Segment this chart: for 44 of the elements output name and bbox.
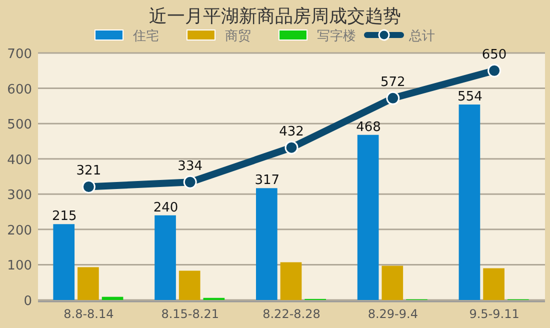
point	[183, 175, 197, 189]
bar	[483, 268, 504, 300]
y-tick-label: 300	[7, 188, 32, 204]
data-label: 317	[254, 173, 280, 188]
legend-label: 总计	[408, 29, 435, 44]
legend-label: 住宅	[132, 28, 159, 44]
data-label: 554	[458, 90, 482, 105]
data-label: 334	[178, 159, 203, 174]
x-tick-label: 8.29-9.4	[368, 307, 418, 321]
y-tick-label: 100	[7, 258, 32, 274]
y-tick-label: 500	[7, 118, 32, 133]
y-tick-label: 200	[7, 223, 32, 238]
point	[488, 64, 502, 78]
bar	[280, 262, 302, 300]
data-label: 650	[482, 48, 507, 63]
bar	[357, 134, 379, 300]
legend-label: 写字楼	[317, 28, 356, 44]
point	[284, 140, 298, 154]
y-tick-label: 400	[7, 152, 32, 168]
bar	[154, 215, 176, 300]
legend-label: 商贸	[225, 29, 251, 44]
bar	[382, 266, 404, 300]
bar	[102, 296, 124, 300]
y-tick-label: 700	[7, 47, 32, 62]
chart-title: 近一月平湖新商品房周成交趋势	[149, 6, 401, 27]
x-tick-label: 8.8-8.14	[64, 307, 114, 321]
point	[82, 180, 96, 194]
data-label: 468	[356, 120, 381, 135]
y-tick-label: 0	[24, 294, 32, 309]
data-label: 240	[153, 200, 178, 216]
bar	[256, 188, 278, 300]
x-tick-label: 8.22-8.28	[262, 307, 320, 321]
x-tick-label: 9.5-9.11	[469, 307, 520, 321]
bar	[458, 104, 480, 300]
data-label: 572	[380, 75, 406, 90]
bar	[78, 267, 99, 300]
bar	[178, 270, 200, 300]
x-tick-label: 8.15-8.21	[161, 307, 219, 321]
bar	[53, 224, 75, 300]
point	[386, 91, 400, 105]
data-label: 321	[76, 164, 102, 179]
data-label: 432	[279, 124, 304, 140]
data-label: 215	[52, 209, 77, 224]
y-tick-label: 600	[7, 82, 32, 98]
